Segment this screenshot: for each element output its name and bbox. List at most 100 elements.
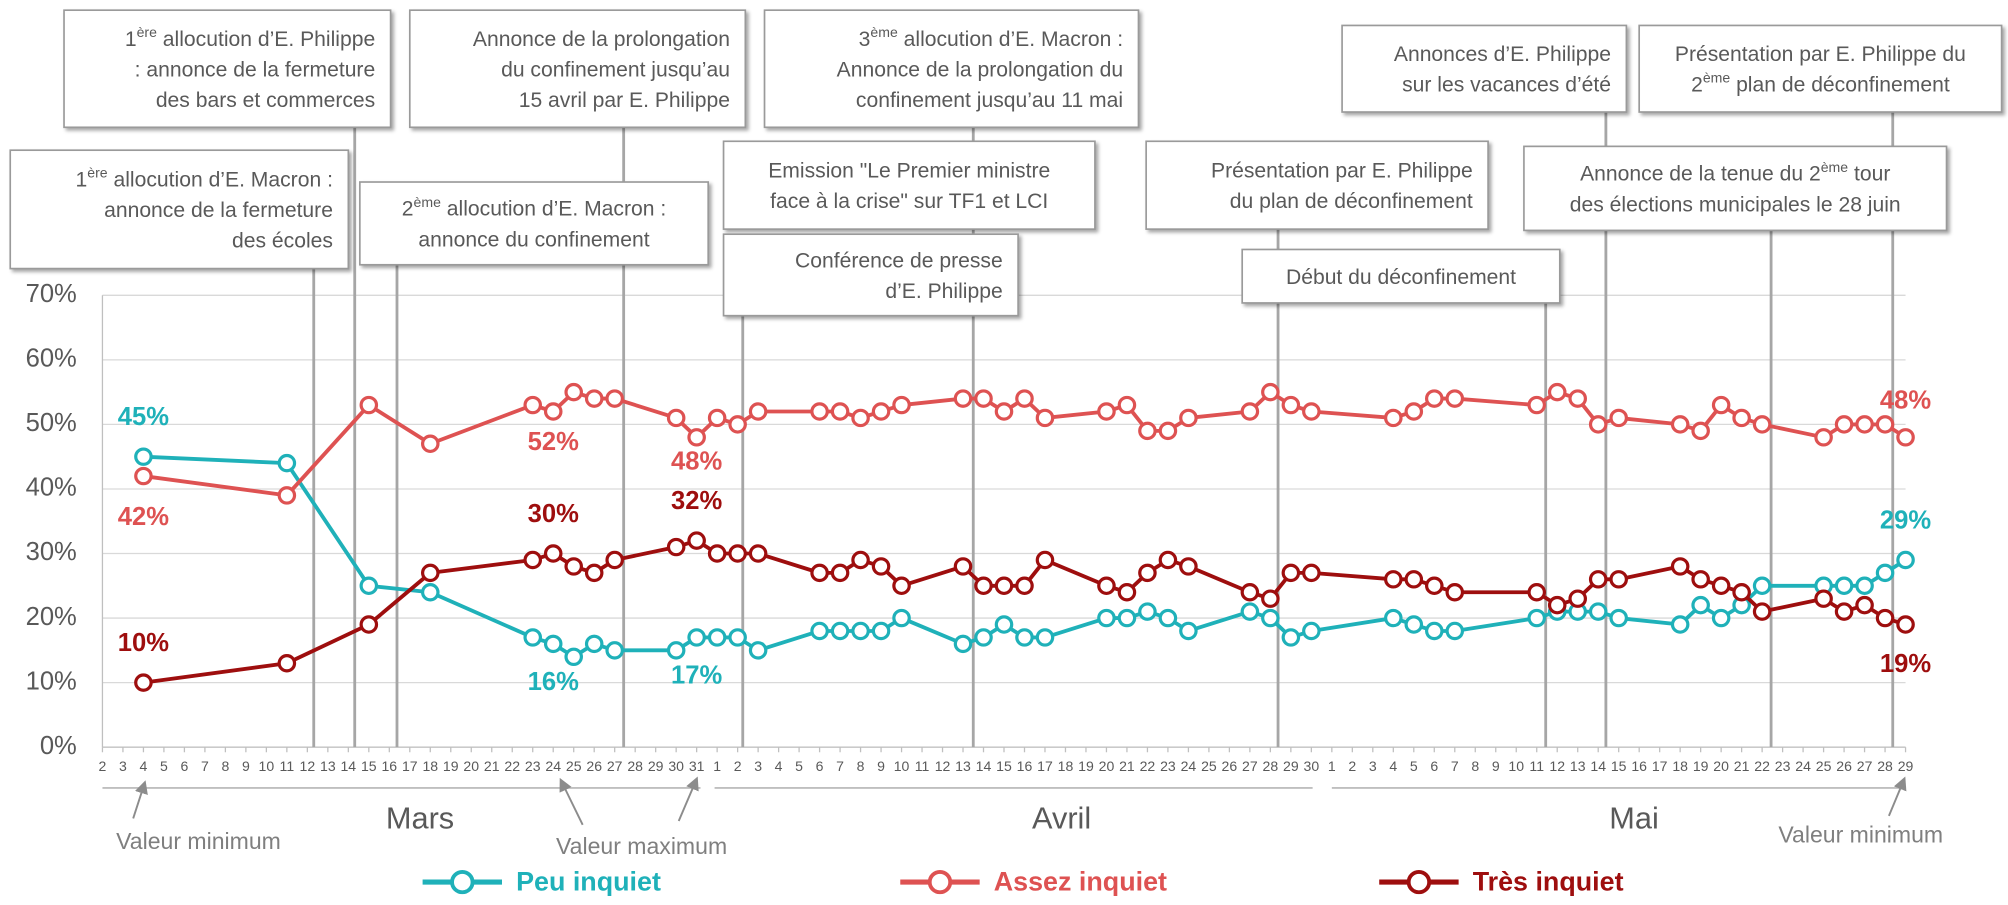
note: Valeur minimum <box>116 828 281 854</box>
annotation-text: Conférence de presse <box>795 249 1003 272</box>
data-point <box>1691 595 1710 615</box>
annotation-text: annonce du confinement <box>418 228 649 251</box>
x-tick-label: 23 <box>525 758 541 774</box>
data-point <box>1732 583 1751 602</box>
x-tick-label: 2 <box>99 758 107 774</box>
x-tick-label: 15 <box>996 758 1012 774</box>
annotation-text: Annonces d’E. Philippe <box>1394 43 1611 66</box>
annotation-text: des bars et commerces <box>156 89 375 112</box>
data-point <box>1527 395 1547 415</box>
annotation-box <box>1145 140 1489 230</box>
data-point <box>1834 602 1854 621</box>
data-point <box>1425 621 1444 641</box>
x-tick-label: 17 <box>402 758 418 774</box>
x-tick-label: 24 <box>1795 758 1811 774</box>
data-point <box>851 621 870 641</box>
data-point <box>728 628 747 647</box>
x-tick-label: 30 <box>1304 758 1320 774</box>
value-label: 29% <box>1880 507 1932 535</box>
data-point <box>1568 589 1587 608</box>
y-tick-label: 40% <box>26 474 77 502</box>
data-point <box>1281 395 1301 415</box>
data-point <box>707 408 727 428</box>
x-tick-label: 7 <box>1451 758 1459 774</box>
data-point <box>584 563 604 583</box>
x-tick-label: 30 <box>668 758 684 774</box>
data-point <box>1834 415 1854 434</box>
x-tick-label: 14 <box>340 758 356 774</box>
series-line <box>143 538 1907 685</box>
note-arrow <box>132 780 148 819</box>
y-tick-label: 30% <box>26 538 77 566</box>
x-tick-label: 14 <box>976 758 992 774</box>
value-label: 16% <box>528 668 580 696</box>
x-tick-label: 5 <box>1410 758 1418 774</box>
x-tick-label: 3 <box>1369 758 1377 774</box>
x-tick-label: 7 <box>201 758 209 774</box>
data-point <box>830 621 850 641</box>
data-point <box>1240 602 1260 621</box>
data-point <box>666 408 686 428</box>
x-tick-label: 5 <box>795 758 803 774</box>
annotation-text: Annonce de la tenue du 2ème tour <box>1580 159 1890 186</box>
data-point <box>1302 563 1321 583</box>
data-point <box>1425 389 1444 408</box>
annotation-box <box>763 9 1140 129</box>
x-tick-label: 25 <box>1816 758 1832 774</box>
x-tick-label: 3 <box>119 758 127 774</box>
annotation-segment: Présentation par E. Philippe du <box>1675 43 1966 66</box>
annotation-text: 1ère allocution d’E. Philippe <box>125 24 375 51</box>
data-point <box>1588 602 1608 621</box>
x-tick-label: 19 <box>443 758 459 774</box>
annotation-segment: 2 <box>402 198 414 221</box>
x-tick-label: 19 <box>1693 758 1709 774</box>
data-point <box>1138 421 1157 441</box>
x-tick-label: 16 <box>1017 758 1033 774</box>
data-point <box>277 654 297 673</box>
data-point <box>974 576 993 596</box>
annotation-text: Présentation par E. Philippe <box>1211 160 1473 183</box>
x-tick-label: 8 <box>857 758 865 774</box>
annotation-text: annonce de la fermeture <box>104 199 333 222</box>
x-tick-label: 15 <box>361 758 377 774</box>
annotation-box <box>408 9 747 129</box>
annotation-segment: : annonce de la fermeture <box>135 58 376 81</box>
x-tick-label: 27 <box>1857 758 1873 774</box>
value-label: 19% <box>1880 650 1932 678</box>
annotation-segment: allocution d’E. Philippe <box>157 28 375 51</box>
data-point <box>1588 415 1608 434</box>
x-tick-label: 10 <box>1508 758 1524 774</box>
data-point <box>1691 570 1710 589</box>
data-point <box>1752 415 1772 434</box>
x-tick-label: 5 <box>160 758 168 774</box>
annotation-segment: des bars et commerces <box>156 89 375 112</box>
x-tick-label: 12 <box>300 758 316 774</box>
x-tick-label: 12 <box>935 758 951 774</box>
data-point <box>584 389 604 408</box>
annotation-segment: ère <box>137 24 158 40</box>
data-point <box>974 628 993 647</box>
annotation-text: face à la crise" sur TF1 et LCI <box>770 190 1048 213</box>
data-point <box>523 550 543 570</box>
data-point <box>605 641 624 660</box>
data-point <box>1547 595 1567 615</box>
data-point <box>1670 557 1690 576</box>
annotation-segment: Annonce de la prolongation <box>473 28 730 51</box>
annotation-text: Présentation par E. Philippe du <box>1675 43 1966 66</box>
x-tick-label: 24 <box>545 758 561 774</box>
data-point <box>1609 408 1628 428</box>
x-tick-label: 4 <box>140 758 148 774</box>
annotation-text: des élections municipales le 28 juin <box>1570 193 1901 216</box>
data-point <box>728 415 747 434</box>
annotation-box <box>1241 248 1561 304</box>
x-tick-label: 14 <box>1590 758 1606 774</box>
data-point <box>1404 570 1424 589</box>
x-tick-label: 4 <box>1389 758 1397 774</box>
data-point <box>851 550 870 570</box>
data-point <box>359 395 379 415</box>
legend-marker <box>450 869 475 895</box>
x-tick-label: 20 <box>463 758 479 774</box>
annotation-segment: des élections municipales le 28 juin <box>1570 193 1901 216</box>
data-point <box>892 576 911 596</box>
